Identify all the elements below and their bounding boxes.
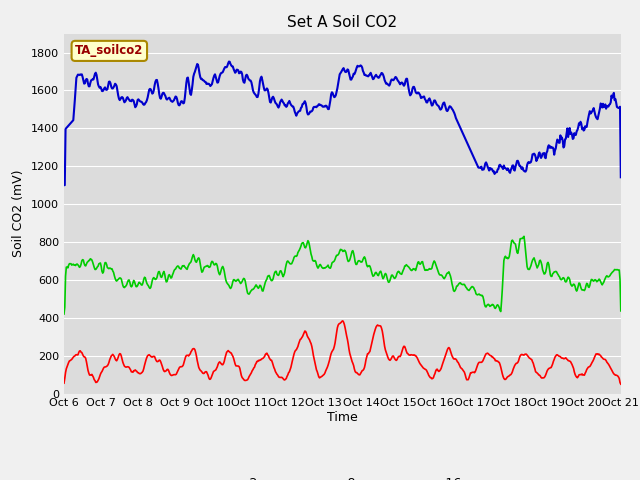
Title: Set A Soil CO2: Set A Soil CO2 [287,15,397,30]
Legend: -2cm, -8cm, -16cm: -2cm, -8cm, -16cm [199,472,486,480]
Text: TA_soilco2: TA_soilco2 [75,44,143,58]
Y-axis label: Soil CO2 (mV): Soil CO2 (mV) [12,170,26,257]
X-axis label: Time: Time [327,411,358,424]
